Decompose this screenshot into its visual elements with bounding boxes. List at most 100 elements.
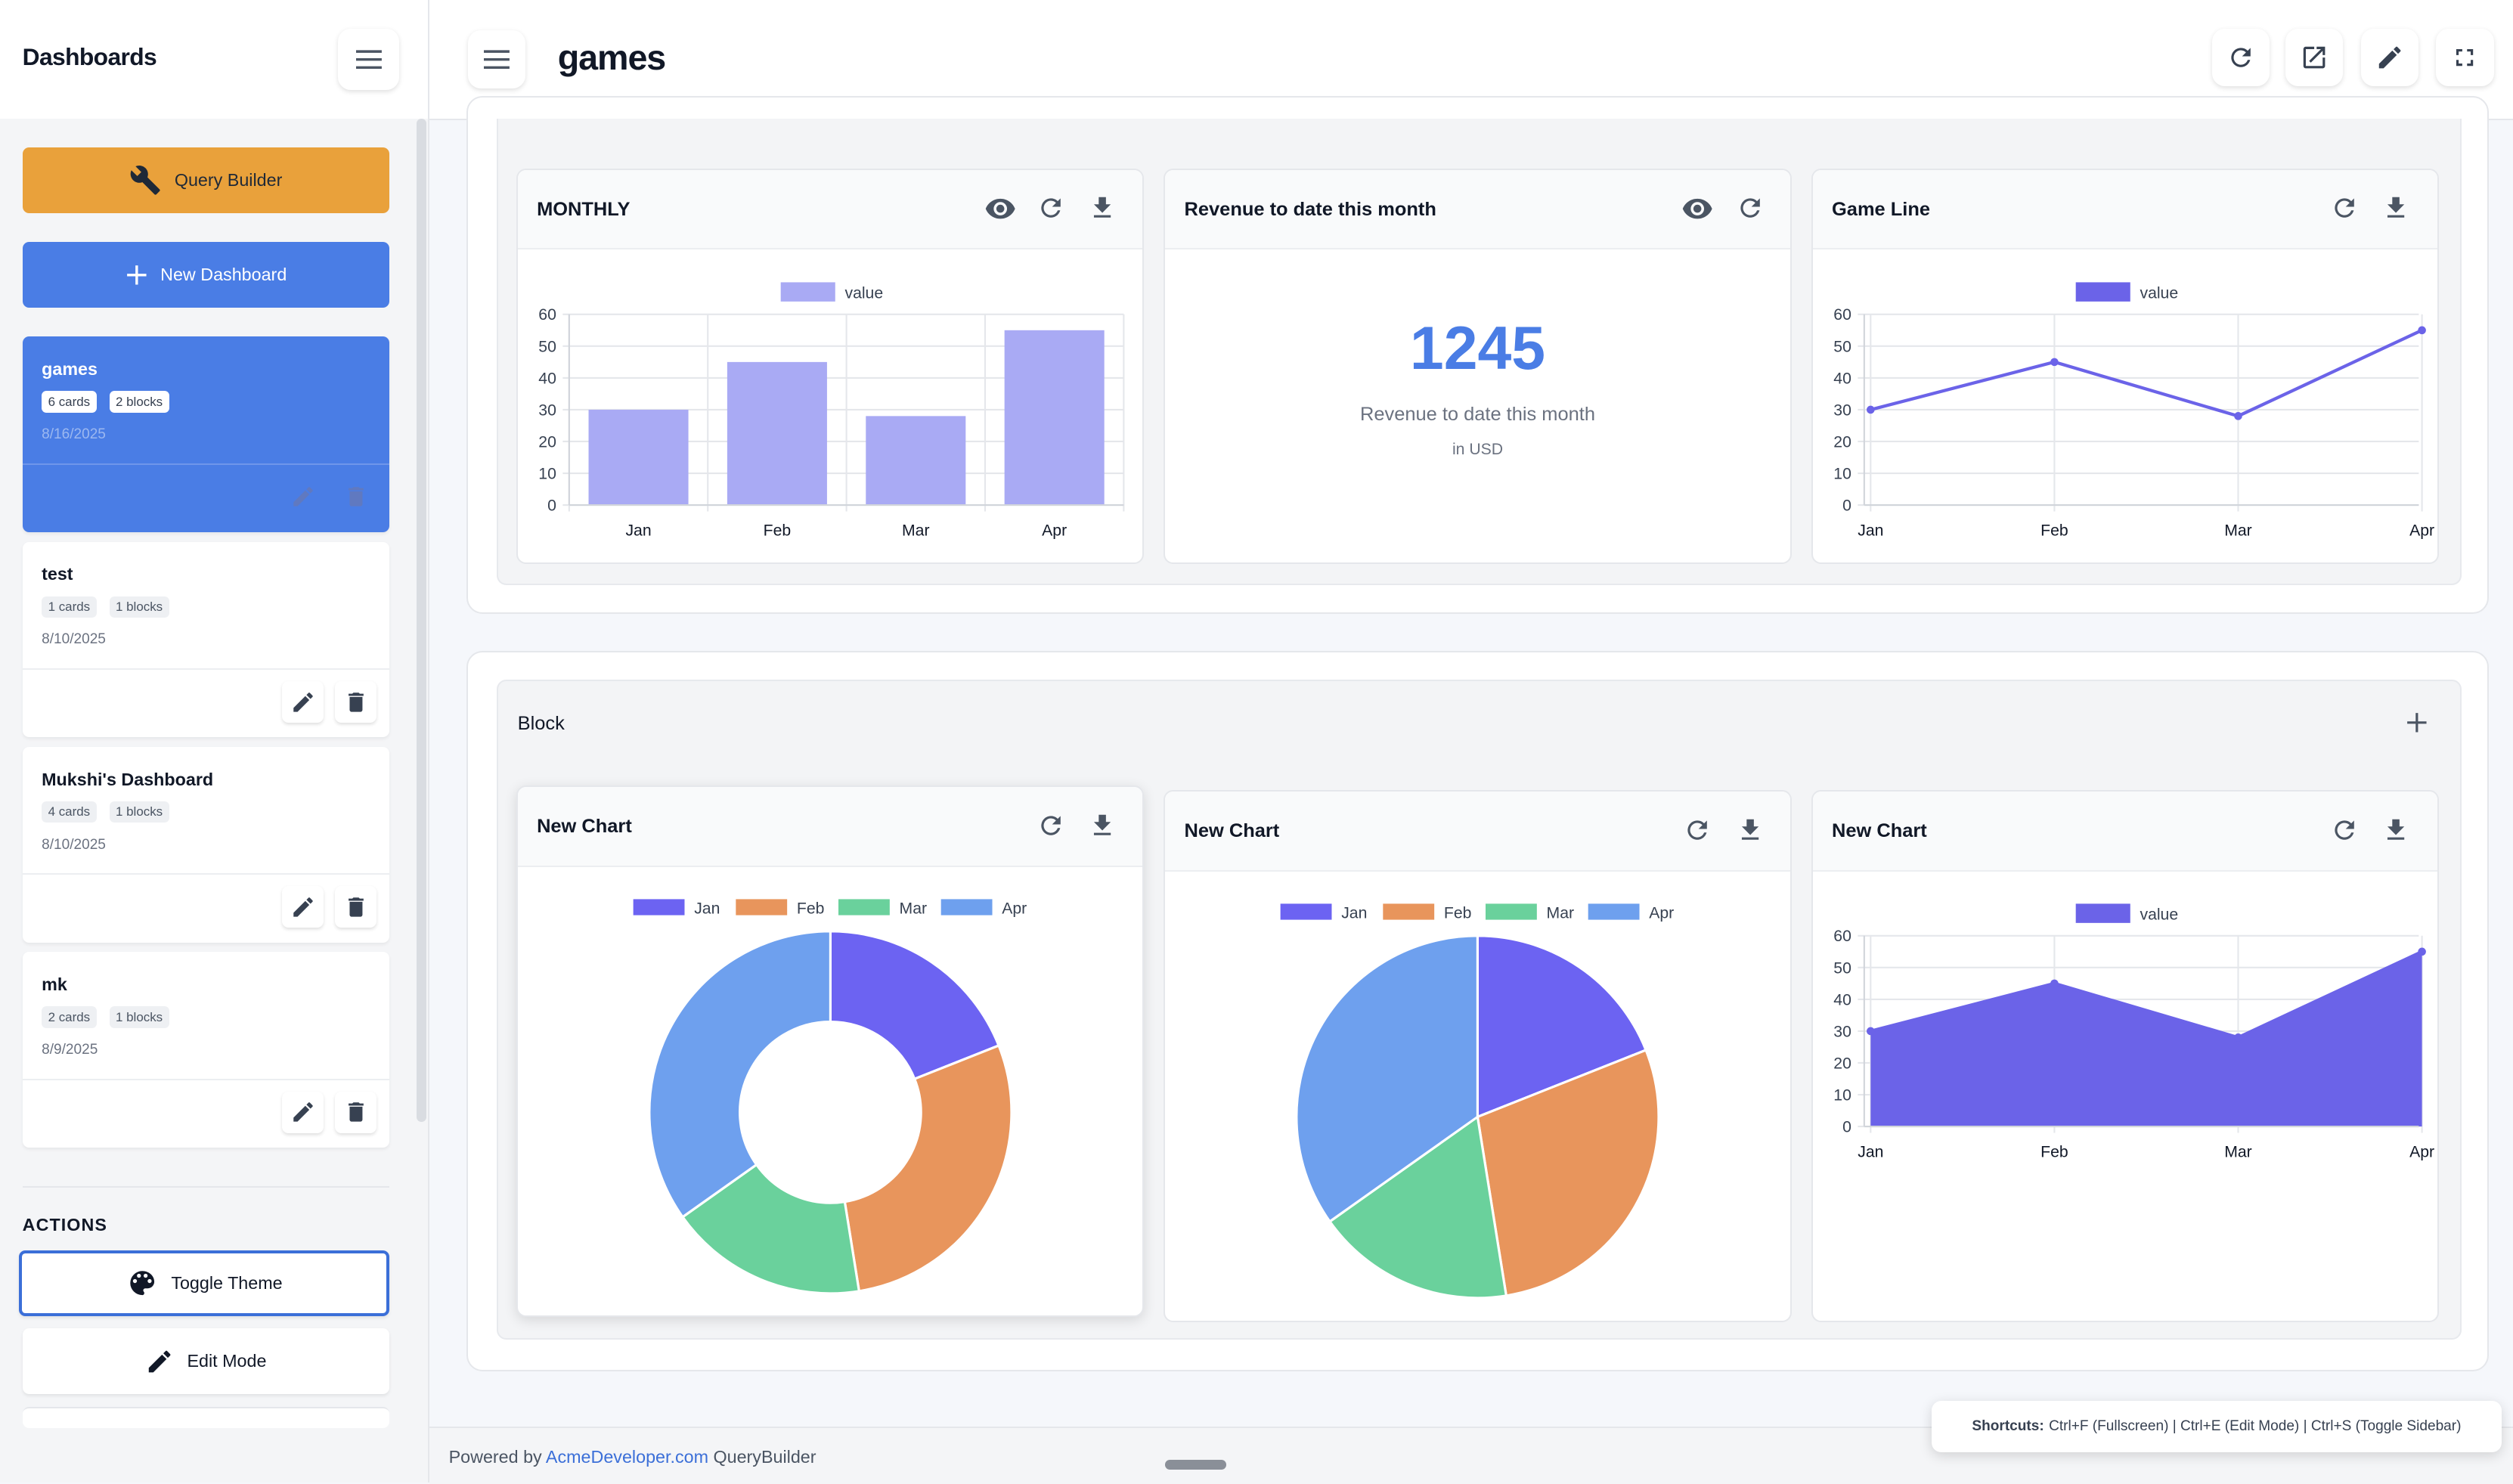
download-icon[interactable]	[1086, 192, 1118, 224]
refresh-icon[interactable]	[1734, 192, 1766, 224]
slice-feb	[1476, 1049, 1660, 1297]
y-tick-label: 30	[1833, 401, 1851, 419]
legend-label: Apr	[1002, 900, 1027, 917]
donut-chart-card: New Chart Jan Feb Mar Apr	[516, 785, 1145, 1318]
x-tick-label: Apr	[1042, 522, 1067, 539]
palette-icon	[126, 1267, 158, 1299]
fullscreen-button[interactable]	[2436, 29, 2494, 87]
refresh-icon[interactable]	[1035, 192, 1067, 224]
delete-dashboard-button[interactable]	[335, 886, 377, 928]
sidebar-toggle-button[interactable]	[338, 29, 399, 90]
main-menu-button[interactable]	[468, 30, 526, 88]
edit-mode-button[interactable]: Edit Mode	[22, 1328, 390, 1395]
edit-dashboard-button[interactable]	[282, 680, 324, 723]
x-tick-label: Feb	[2040, 522, 2068, 539]
delete-dashboard-button[interactable]	[335, 1091, 377, 1133]
x-tick-label: Jan	[1858, 522, 1883, 539]
x-tick-label: Mar	[902, 522, 930, 539]
pencil-icon	[145, 1347, 174, 1376]
slice-mar	[680, 1163, 860, 1295]
slice-mar	[1328, 1114, 1508, 1300]
y-tick-label: 40	[1833, 370, 1851, 387]
trash-icon	[343, 894, 369, 920]
edit-dashboard-button[interactable]	[282, 1091, 324, 1133]
legend-swatch	[2075, 281, 2130, 302]
dashboard-card-games[interactable]: games 6 cards 2 blocks 8/16/2025	[22, 336, 390, 532]
legend-label: Jan	[694, 900, 720, 917]
y-tick-label: 50	[1833, 338, 1851, 355]
bar-apr	[1004, 330, 1105, 505]
edit-dashboard-button[interactable]	[282, 886, 324, 928]
legend-swatch	[780, 281, 835, 302]
actions-divider	[22, 1185, 390, 1188]
hamburger-menu-icon	[484, 50, 510, 69]
page-title: games	[557, 37, 667, 77]
trash-icon	[343, 484, 369, 510]
y-tick-label: 60	[1833, 928, 1851, 945]
y-tick-label: 40	[538, 370, 556, 387]
y-tick-label: 60	[538, 306, 556, 324]
kpi-label: Revenue to date this month	[1360, 404, 1595, 426]
card-divider	[22, 668, 390, 670]
sidebar-title: Dashboards	[22, 43, 157, 71]
delete-dashboard-button[interactable]	[335, 680, 377, 723]
legend-swatch-apr	[1588, 903, 1640, 920]
data-point-feb	[2050, 979, 2059, 988]
add-card-button[interactable]	[2406, 711, 2428, 734]
view-icon[interactable]	[984, 192, 1016, 224]
download-icon[interactable]	[2380, 814, 2412, 846]
card-header	[517, 169, 1143, 250]
refresh-button[interactable]	[2211, 29, 2270, 87]
y-tick-label: 50	[538, 338, 556, 355]
y-tick-label: 0	[1842, 497, 1851, 514]
resize-handle[interactable]	[1165, 1460, 1226, 1470]
legend-label: Apr	[1649, 905, 1674, 922]
legend-label: Jan	[1341, 905, 1367, 922]
view-icon[interactable]	[1681, 192, 1713, 224]
query-builder-label: Query Builder	[174, 169, 283, 190]
x-tick-label: Feb	[2040, 1144, 2068, 1161]
footer-prefix: Powered by	[448, 1447, 546, 1467]
legend-swatch-feb	[1383, 903, 1435, 920]
dashboard-date: 8/10/2025	[42, 836, 106, 853]
edit-button[interactable]	[2360, 29, 2419, 87]
open-external-icon	[2300, 43, 2329, 72]
sidebar-scrollbar[interactable]	[417, 118, 426, 1122]
refresh-icon[interactable]	[2329, 814, 2360, 846]
new-dashboard-label: New Dashboard	[160, 265, 287, 285]
slice-apr	[647, 929, 832, 1219]
dashboard-card-mukshi[interactable]: Mukshi's Dashboard 4 cards 1 blocks 8/10…	[22, 746, 390, 943]
refresh-icon[interactable]	[1035, 809, 1067, 841]
legend-swatch-mar	[1486, 903, 1537, 920]
blocks-count-badge: 2 blocks	[109, 391, 169, 413]
download-icon[interactable]	[1734, 814, 1766, 846]
open-external-button[interactable]	[2285, 29, 2344, 87]
pencil-icon	[290, 894, 316, 920]
sidebar-more-button[interactable]	[22, 1407, 390, 1428]
card-title: Revenue to date this month	[1184, 198, 1436, 220]
shortcuts-text: Ctrl+F (Fullscreen) | Ctrl+E (Edit Mode)…	[2049, 1417, 2462, 1434]
dashboard-card-mk[interactable]: mk 2 cards 1 blocks 8/9/2025	[22, 952, 390, 1148]
footer-link[interactable]: AcmeDeveloper.com	[545, 1447, 708, 1467]
new-dashboard-button[interactable]: New Dashboard	[22, 242, 390, 308]
legend-swatch-apr	[940, 899, 993, 915]
data-point-mar	[2233, 1033, 2242, 1042]
y-tick-label: 50	[1833, 959, 1851, 977]
area-fill	[1870, 951, 2422, 1127]
y-tick-label: 10	[1833, 465, 1851, 482]
toggle-theme-button[interactable]: Toggle Theme	[19, 1250, 390, 1316]
query-builder-button[interactable]: Query Builder	[22, 147, 390, 213]
x-tick-label: Mar	[2224, 1144, 2252, 1161]
refresh-icon[interactable]	[2329, 192, 2360, 224]
data-point-apr	[2417, 326, 2426, 334]
refresh-icon[interactable]	[1681, 814, 1713, 846]
dashboard-card-test[interactable]: test 1 cards 1 blocks 8/10/2025	[22, 541, 390, 738]
download-icon[interactable]	[1086, 809, 1118, 841]
legend-label: Mar	[1547, 905, 1575, 922]
delete-dashboard-button[interactable]	[335, 476, 376, 518]
fullscreen-icon	[2450, 43, 2479, 72]
edit-dashboard-button[interactable]	[282, 476, 324, 518]
download-icon[interactable]	[2380, 192, 2412, 224]
plus-icon	[2406, 711, 2428, 734]
